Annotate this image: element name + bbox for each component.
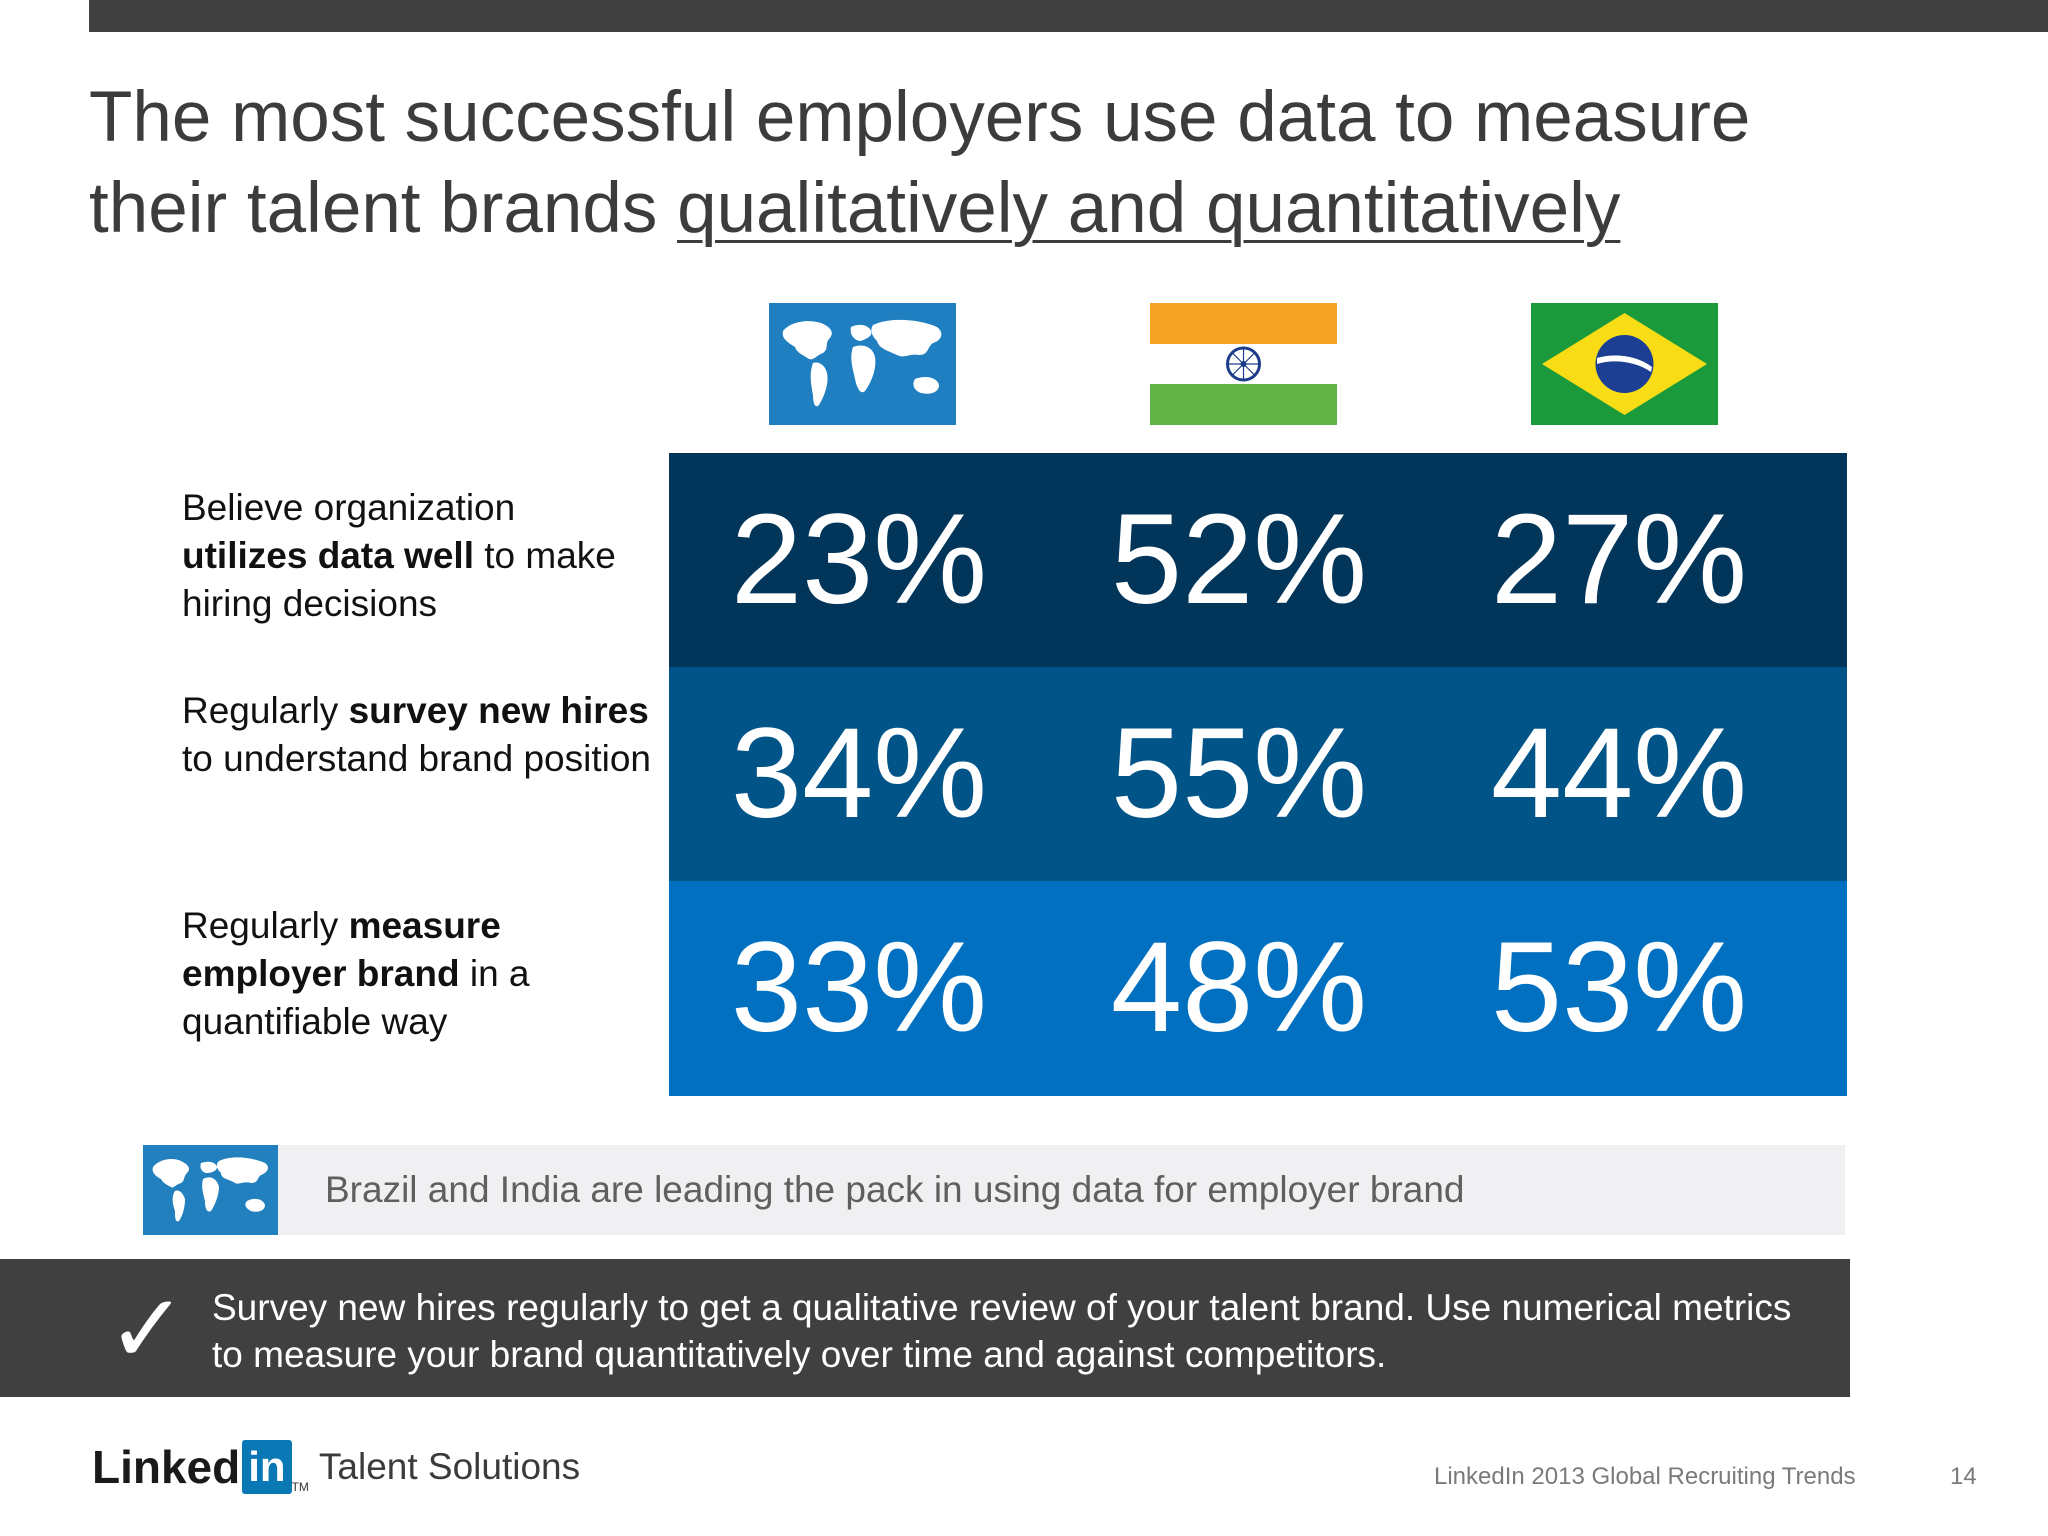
callout-bar xyxy=(278,1145,1845,1235)
value-cell-brazil: 53% xyxy=(1490,916,1748,1059)
table-row: 33% 48% 53% xyxy=(669,881,1847,1096)
india-flag-icon xyxy=(1150,303,1337,425)
table-row: 34% 55% 44% xyxy=(669,667,1847,881)
brazil-flag-icon xyxy=(1531,303,1718,425)
world-map-icon xyxy=(769,303,956,425)
logo-linked: Linked xyxy=(92,1441,241,1493)
row-label-measure-brand: Regularly measure employer brand in a qu… xyxy=(182,905,530,1042)
value-cell-brazil: 27% xyxy=(1490,488,1748,631)
insight-callout: Brazil and India are leading the pack in… xyxy=(143,1145,1845,1235)
source-note: LinkedIn 2013 Global Recruiting Trends xyxy=(1434,1463,1856,1490)
percentage-table: 23% 52% 27% 34% 55% 44% 33% 48% 53% xyxy=(669,453,1847,1096)
title-underlined: qualitatively and quantitatively xyxy=(677,169,1621,248)
value-cell-india: 52% xyxy=(1110,488,1368,631)
checkmark-icon: ✓ xyxy=(107,1273,188,1385)
recommendation-bar: ✓ Survey new hires regularly to get a qu… xyxy=(0,1259,1850,1397)
recommendation-text: Survey new hires regularly to get a qual… xyxy=(212,1287,1792,1375)
table-row: 23% 52% 27% xyxy=(669,453,1847,667)
page-title: The most successful employers use data t… xyxy=(89,72,1989,254)
value-cell-global: 34% xyxy=(730,702,988,845)
row-label-utilizes-data: Believe organization utilizes data well … xyxy=(182,487,616,624)
title-line-2: their talent brands xyxy=(89,169,678,248)
logo-trademark: TM xyxy=(291,1480,309,1494)
value-cell-global: 33% xyxy=(730,916,988,1059)
top-bar xyxy=(89,0,2048,32)
page-number: 14 xyxy=(1950,1463,1977,1490)
logo-product-name: Talent Solutions xyxy=(318,1446,581,1487)
value-cell-global: 23% xyxy=(730,488,988,631)
value-cell-brazil: 44% xyxy=(1490,702,1748,845)
linkedin-logo: Linked in TM Talent Solutions xyxy=(92,1440,580,1500)
title-line-1: The most successful employers use data t… xyxy=(89,78,1751,157)
value-cell-india: 48% xyxy=(1110,916,1368,1059)
logo-in-box: in xyxy=(242,1440,292,1494)
value-cell-india: 55% xyxy=(1110,702,1368,845)
callout-text: Brazil and India are leading the pack in… xyxy=(325,1169,1465,1210)
row-label-survey-new-hires: Regularly survey new hires to understand… xyxy=(182,690,652,779)
world-map-icon xyxy=(143,1145,278,1235)
